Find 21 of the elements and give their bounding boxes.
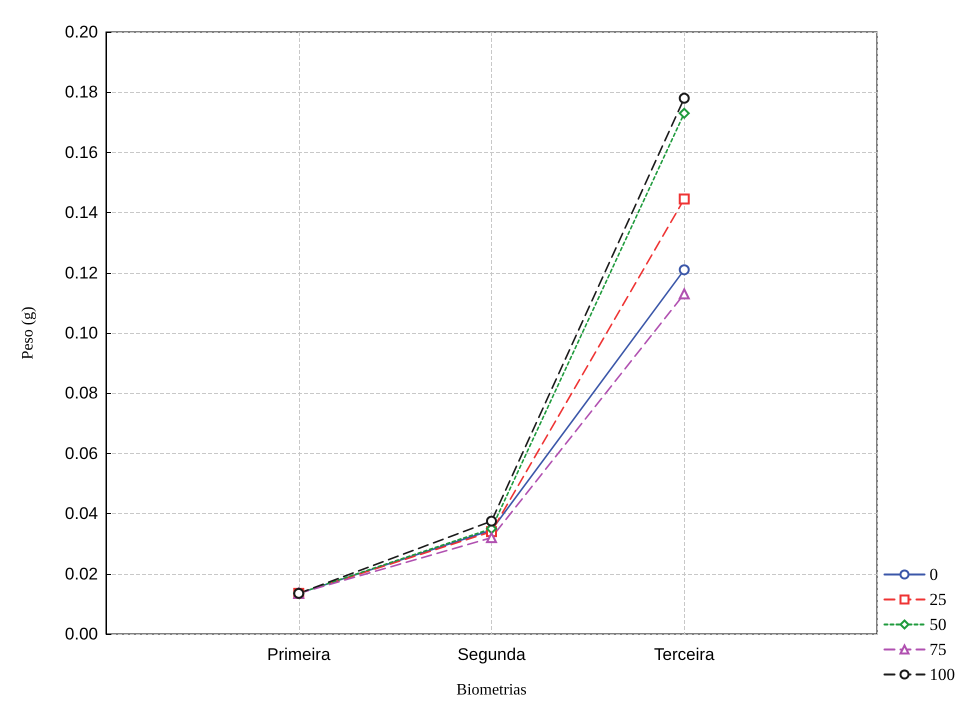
- x-tick-label: Segunda: [457, 645, 526, 664]
- x-tick-label: Terceira: [654, 645, 716, 664]
- y-tick-label: 0.20: [64, 22, 98, 42]
- y-tick-label: 0.00: [64, 624, 98, 644]
- x-axis-title: Biometrias: [456, 682, 527, 698]
- y-tick-label: 0.04: [64, 504, 98, 524]
- y-tick-label: 0.16: [64, 142, 98, 162]
- y-axis-title: Peso (g): [20, 306, 36, 360]
- x-tick-label: Primeira: [267, 645, 331, 664]
- legend-label: 0: [930, 565, 938, 584]
- y-tick-label: 0.06: [64, 444, 98, 463]
- legend-label: 25: [930, 590, 946, 609]
- y-tick-label: 0.14: [64, 203, 98, 222]
- y-tick-label: 0.12: [64, 263, 98, 282]
- legend-label: 100: [930, 665, 955, 684]
- y-tick-label: 0.10: [64, 324, 98, 342]
- y-tick-label: 0.08: [64, 384, 98, 403]
- legend-label: 75: [930, 640, 946, 659]
- y-tick-label: 0.02: [64, 564, 98, 584]
- legend-label: 50: [930, 615, 946, 634]
- y-tick-label: 0.18: [64, 82, 98, 102]
